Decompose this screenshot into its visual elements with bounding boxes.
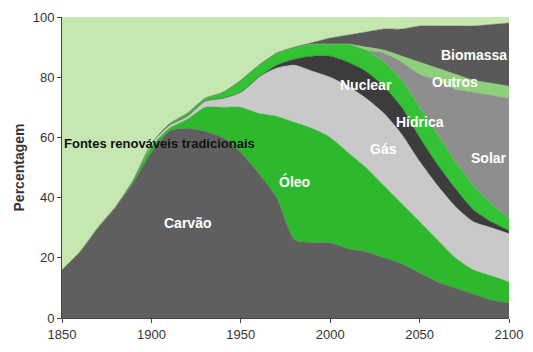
svg-text:Biomassa: Biomassa xyxy=(441,47,507,63)
svg-text:100: 100 xyxy=(33,10,55,25)
svg-text:80: 80 xyxy=(40,70,54,85)
svg-text:60: 60 xyxy=(40,130,54,145)
svg-text:2050: 2050 xyxy=(405,327,434,342)
svg-text:1950: 1950 xyxy=(226,327,255,342)
svg-text:2000: 2000 xyxy=(316,327,345,342)
svg-text:40: 40 xyxy=(40,190,54,205)
svg-text:Gás: Gás xyxy=(370,141,397,157)
svg-text:0: 0 xyxy=(47,311,54,326)
svg-text:Carvão: Carvão xyxy=(164,215,211,231)
svg-text:20: 20 xyxy=(40,250,54,265)
svg-text:Percentagem: Percentagem xyxy=(11,124,27,212)
svg-text:Nuclear: Nuclear xyxy=(340,77,392,93)
svg-text:1850: 1850 xyxy=(48,327,77,342)
svg-text:Solar: Solar xyxy=(471,150,507,166)
svg-text:Fontes renováveis tradicionais: Fontes renováveis tradicionais xyxy=(64,136,255,151)
svg-text:1900: 1900 xyxy=(137,327,166,342)
svg-text:Óleo: Óleo xyxy=(279,173,310,190)
svg-text:Hídrica: Hídrica xyxy=(396,114,444,130)
svg-text:2100: 2100 xyxy=(495,327,524,342)
svg-text:Outros: Outros xyxy=(432,74,478,90)
